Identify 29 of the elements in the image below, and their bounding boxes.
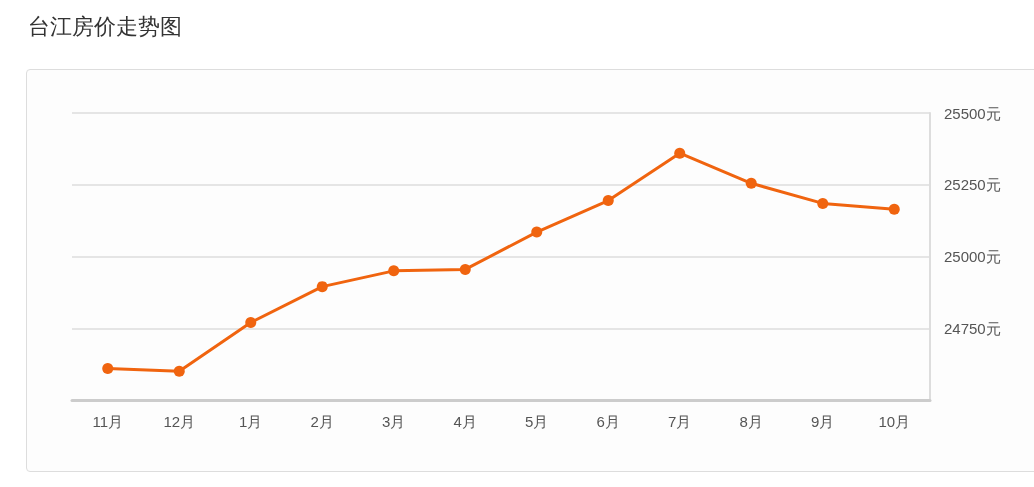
point — [602, 195, 614, 207]
point — [674, 147, 686, 159]
x-tick-label: 2月 — [310, 413, 334, 430]
point — [173, 365, 185, 377]
point — [245, 317, 257, 329]
y-tick-label: 25250元 — [944, 176, 1001, 194]
point — [888, 203, 900, 215]
y-tick-label: 24750元 — [944, 319, 1001, 337]
point — [102, 362, 114, 374]
x-tick-label: 1月 — [239, 413, 263, 430]
y-tick-label: 25500元 — [944, 104, 1001, 122]
x-tick-label: 5月 — [525, 413, 549, 430]
x-tick-label: 11月 — [92, 413, 124, 430]
x-tick-label: 12月 — [163, 413, 196, 430]
x-tick-label: 9月 — [811, 413, 835, 430]
point — [459, 263, 471, 275]
x-tick-label: 7月 — [668, 413, 692, 430]
chart-title: 台江房价走势图 — [28, 13, 182, 41]
x-tick-label: 6月 — [596, 413, 620, 430]
x-tick-label: 4月 — [453, 413, 477, 430]
x-tick-label: 10月 — [878, 413, 911, 430]
point — [388, 265, 400, 277]
point — [531, 226, 543, 238]
point — [817, 197, 829, 209]
x-tick-label: 3月 — [382, 413, 406, 430]
x-tick-label: 8月 — [739, 413, 763, 430]
y-tick-label: 25000元 — [944, 248, 1001, 265]
point — [316, 281, 328, 293]
point — [745, 177, 757, 189]
